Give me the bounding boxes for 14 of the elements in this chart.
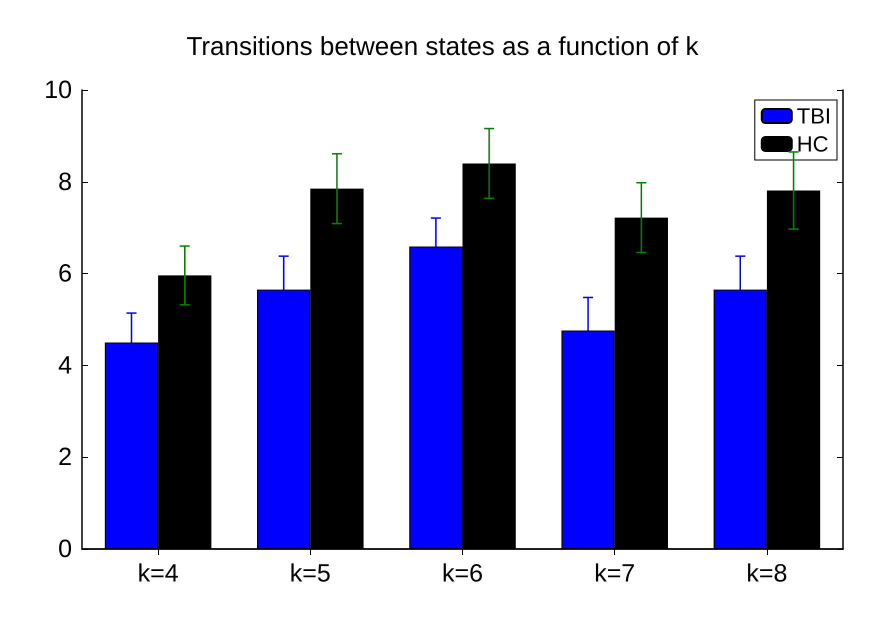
- y-tick-label: 8: [58, 168, 72, 196]
- x-tick-label: k=8: [746, 560, 788, 588]
- x-tick-label: k=4: [138, 560, 179, 588]
- legend-label: HC: [796, 132, 829, 156]
- y-tick-label: 2: [58, 443, 72, 472]
- y-tick-label: 10: [44, 76, 72, 104]
- legend-label: TBI: [796, 104, 832, 128]
- x-tick-label: k=5: [290, 560, 331, 588]
- x-tick-label: k=7: [594, 560, 636, 588]
- y-tick-label: 6: [58, 260, 72, 288]
- x-tick-label: k=6: [442, 560, 484, 588]
- chart-title: Transitions between states as a function of k: [186, 31, 700, 61]
- y-tick-label: 4: [58, 351, 72, 380]
- y-tick-label: 0: [58, 535, 72, 563]
